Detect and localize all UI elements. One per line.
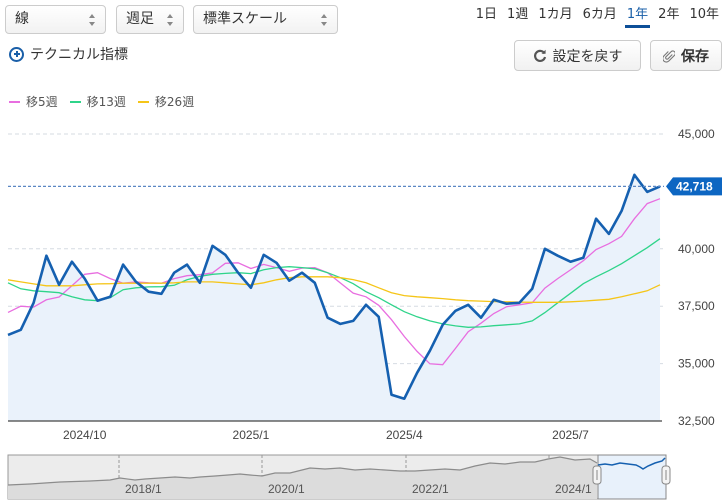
period-tabs: 1日 1週 1カ月 6カ月 1年 2年 10年 [471, 6, 724, 28]
scale-value: 標準スケール [203, 11, 287, 27]
legend-ma13: 移13週 [69, 93, 126, 110]
select-arrows-icon [167, 14, 174, 26]
chart-type-value: 線 [15, 11, 29, 27]
legend-ma26: 移26週 [137, 93, 195, 110]
navigator-history-area [8, 457, 597, 499]
tab-1m[interactable]: 1カ月 [538, 7, 573, 22]
select-arrows-icon [321, 14, 328, 26]
legend-swatch-ma13 [69, 100, 81, 103]
reset-label: 設定を戻す [552, 48, 623, 65]
add-technical-indicator[interactable]: テクニカル指標 [9, 44, 128, 64]
navigator-selected-range[interactable] [597, 454, 667, 500]
tab-1w[interactable]: 1週 [507, 7, 529, 22]
navigator-label: 2018/1 [125, 482, 162, 496]
chart-type-select[interactable]: 線 [5, 5, 106, 34]
tab-1y[interactable]: 1年 [622, 6, 653, 28]
chart-legend: 移5週 移13週 移26週 [9, 93, 194, 110]
reset-settings-button[interactable]: 設定を戻す [514, 40, 641, 71]
tab-10y[interactable]: 10年 [689, 7, 719, 22]
tab-2y[interactable]: 2年 [658, 7, 680, 22]
legend-label-ma5: 移5週 [26, 95, 58, 109]
save-button[interactable]: 保存 [650, 40, 722, 71]
legend-label-ma26: 移26週 [154, 95, 195, 109]
legend-ma5: 移5週 [9, 93, 58, 110]
navigator-label: 2020/1 [268, 482, 305, 496]
legend-swatch-ma5 [9, 100, 20, 103]
navigator-label: 2022/1 [412, 482, 449, 496]
save-label: 保存 [681, 48, 709, 65]
technical-label: テクニカル指標 [30, 47, 128, 63]
navigator-label: 2024/1 [555, 482, 592, 496]
legend-label-ma13: 移13週 [86, 95, 126, 109]
tab-1d[interactable]: 1日 [475, 7, 498, 22]
paperclip-icon [663, 49, 675, 63]
refresh-icon [533, 49, 546, 62]
interval-select[interactable]: 週足 [116, 5, 184, 34]
scale-select[interactable]: 標準スケール [193, 5, 338, 34]
select-arrows-icon [89, 14, 96, 26]
navigator-labels: 2018/1 2020/1 2022/1 2024/1 [125, 482, 592, 496]
legend-swatch-ma26 [137, 100, 149, 103]
plus-circle-icon [9, 46, 24, 62]
navigator-history-line [7, 456, 598, 486]
interval-value: 週足 [126, 11, 154, 27]
tab-6m[interactable]: 6カ月 [582, 7, 617, 22]
navigator-selected-line [597, 457, 666, 470]
